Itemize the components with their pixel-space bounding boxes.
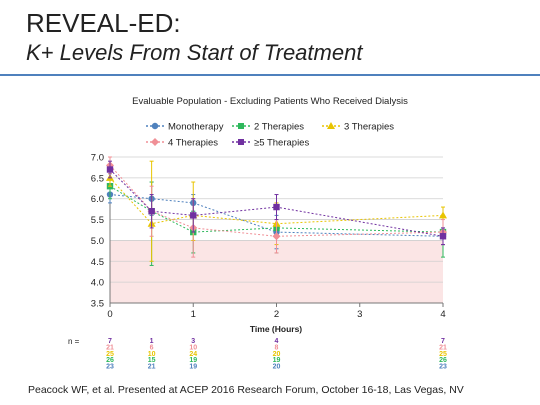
data-point [148,208,155,215]
legend-item-monotherapy[interactable]: Monotherapy [146,122,224,133]
diamond-marker-icon [151,138,159,146]
y-tick-label: 6.5 [91,173,104,184]
n-count-label: 10 [189,344,197,351]
data-point [273,203,280,211]
n-count-label: 19 [189,357,197,364]
legend-item-2-therapies[interactable]: 2 Therapies [232,122,304,133]
n-count-label: 19 [273,357,281,364]
data-point [439,211,447,219]
n-count-label: 26 [106,357,114,364]
x-tick-label: 1 [191,309,196,320]
legend-item-4-therapies[interactable]: 4 Therapies [146,138,218,149]
data-point [272,232,281,241]
legend-label: 3 Therapies [344,122,394,133]
legend-item-3-therapies[interactable]: 3 Therapies [322,122,394,133]
series-line [109,185,444,233]
triangle-marker-icon [327,122,335,129]
n-count-label: 10 [148,351,156,358]
y-tick-label: 6.0 [91,194,104,205]
x-axis-label: Time (Hours) [250,324,302,334]
n-count-label: 19 [189,364,197,371]
y-tick-label: 5.0 [91,236,104,247]
legend-label: Monotherapy [168,122,224,133]
y-tick-label: 5.5 [91,215,104,226]
n-count-label: 1 [150,338,154,345]
n-count-label: 20 [273,364,281,371]
n-count-label: 3 [191,338,195,345]
n-count-label: 26 [439,357,447,364]
k-levels-chart: Evaluable Population - Excluding Patient… [68,96,447,371]
x-tick-label: 3 [357,309,362,320]
slide-title: REVEAL-ED: [26,8,181,38]
square-marker-icon [238,139,244,145]
n-count-label: 6 [150,344,154,351]
y-tick-label: 4.5 [91,257,104,268]
x-tick-label: 0 [107,309,112,320]
n-count-label: 24 [189,351,197,358]
n-count-label: 15 [148,357,156,364]
n-count-label: 21 [439,344,447,351]
series-line [109,164,444,237]
n-table-label: n = [68,337,80,346]
plot-area: 3.5 4.0 4.5 5.0 5.5 6.0 6.5 7.0 0 1 2 3 4 [91,153,447,320]
legend-item-5-plus-therapies[interactable]: ≥5 Therapies [232,138,309,149]
n-count-label: 23 [106,364,114,371]
n-count-label: 25 [106,351,114,358]
legend-label: ≥5 Therapies [254,138,309,149]
x-tick-label: 2 [274,309,279,320]
n-count-label: 4 [275,338,279,345]
legend-label: 4 Therapies [168,138,218,149]
legend-label: 2 Therapies [254,122,304,133]
n-count-label: 23 [439,364,447,371]
citation: Peacock WF, et al. Presented at ACEP 201… [28,384,464,396]
n-count-label: 8 [275,344,279,351]
x-tick-label: 4 [440,309,445,320]
circle-marker-icon [151,122,159,130]
n-count-label: 20 [273,351,281,358]
data-point [439,233,447,240]
n-count-label: 21 [106,344,114,351]
n-count-label: 21 [148,364,156,371]
y-tick-label: 7.0 [91,153,104,164]
y-tick-label: 3.5 [91,299,104,310]
chart-title: Evaluable Population - Excluding Patient… [132,96,408,107]
data-point [190,212,197,219]
title-divider [0,74,540,76]
data-point [106,166,114,173]
n-count-label: 25 [439,351,447,358]
n-count-label: 7 [441,338,445,345]
y-tick-label: 4.0 [91,278,104,289]
n-count-label: 7 [108,338,112,345]
slide-subtitle: K+ Levels From Start of Treatment [26,40,363,65]
legend: Monotherapy 2 Therapies 3 Therapies 4 Th… [146,122,394,149]
square-marker-icon [238,123,244,129]
